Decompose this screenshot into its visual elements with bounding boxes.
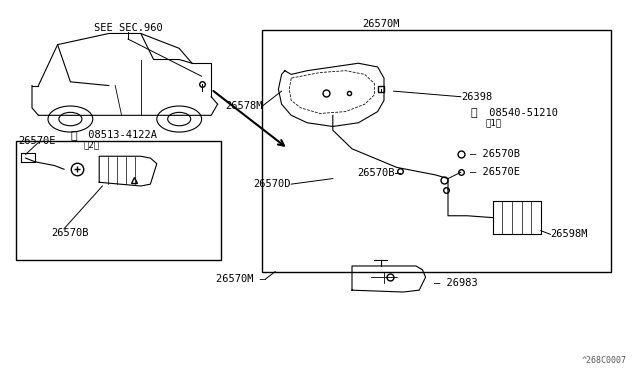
Text: 26598M: 26598M	[550, 230, 588, 239]
Text: — 26983: — 26983	[434, 278, 477, 288]
Text: 26570E: 26570E	[18, 136, 56, 145]
Text: Ⓢ: Ⓢ	[470, 109, 477, 118]
Text: SEE SEC.960: SEE SEC.960	[93, 23, 163, 33]
Bar	[16, 141, 221, 260]
Text: 26570B: 26570B	[357, 168, 395, 178]
Bar	[262, 30, 611, 272]
Text: 26570M: 26570M	[362, 19, 399, 29]
Text: 26578M: 26578M	[225, 101, 262, 111]
Text: — 26570B: — 26570B	[470, 149, 520, 158]
Text: 26570B: 26570B	[51, 228, 89, 237]
Text: ^268C0007: ^268C0007	[582, 356, 627, 365]
Text: （1）: （1）	[485, 118, 501, 127]
Text: 26398: 26398	[461, 92, 492, 102]
Text: 08540-51210: 08540-51210	[483, 109, 558, 118]
Text: 08513-4122A: 08513-4122A	[82, 130, 157, 140]
Text: 26570M —: 26570M —	[216, 274, 266, 284]
Text: — 26570E: — 26570E	[470, 167, 520, 177]
Text: Ⓢ: Ⓢ	[70, 131, 77, 141]
Text: 26570D: 26570D	[253, 179, 291, 189]
Text: （2）: （2）	[83, 140, 99, 149]
